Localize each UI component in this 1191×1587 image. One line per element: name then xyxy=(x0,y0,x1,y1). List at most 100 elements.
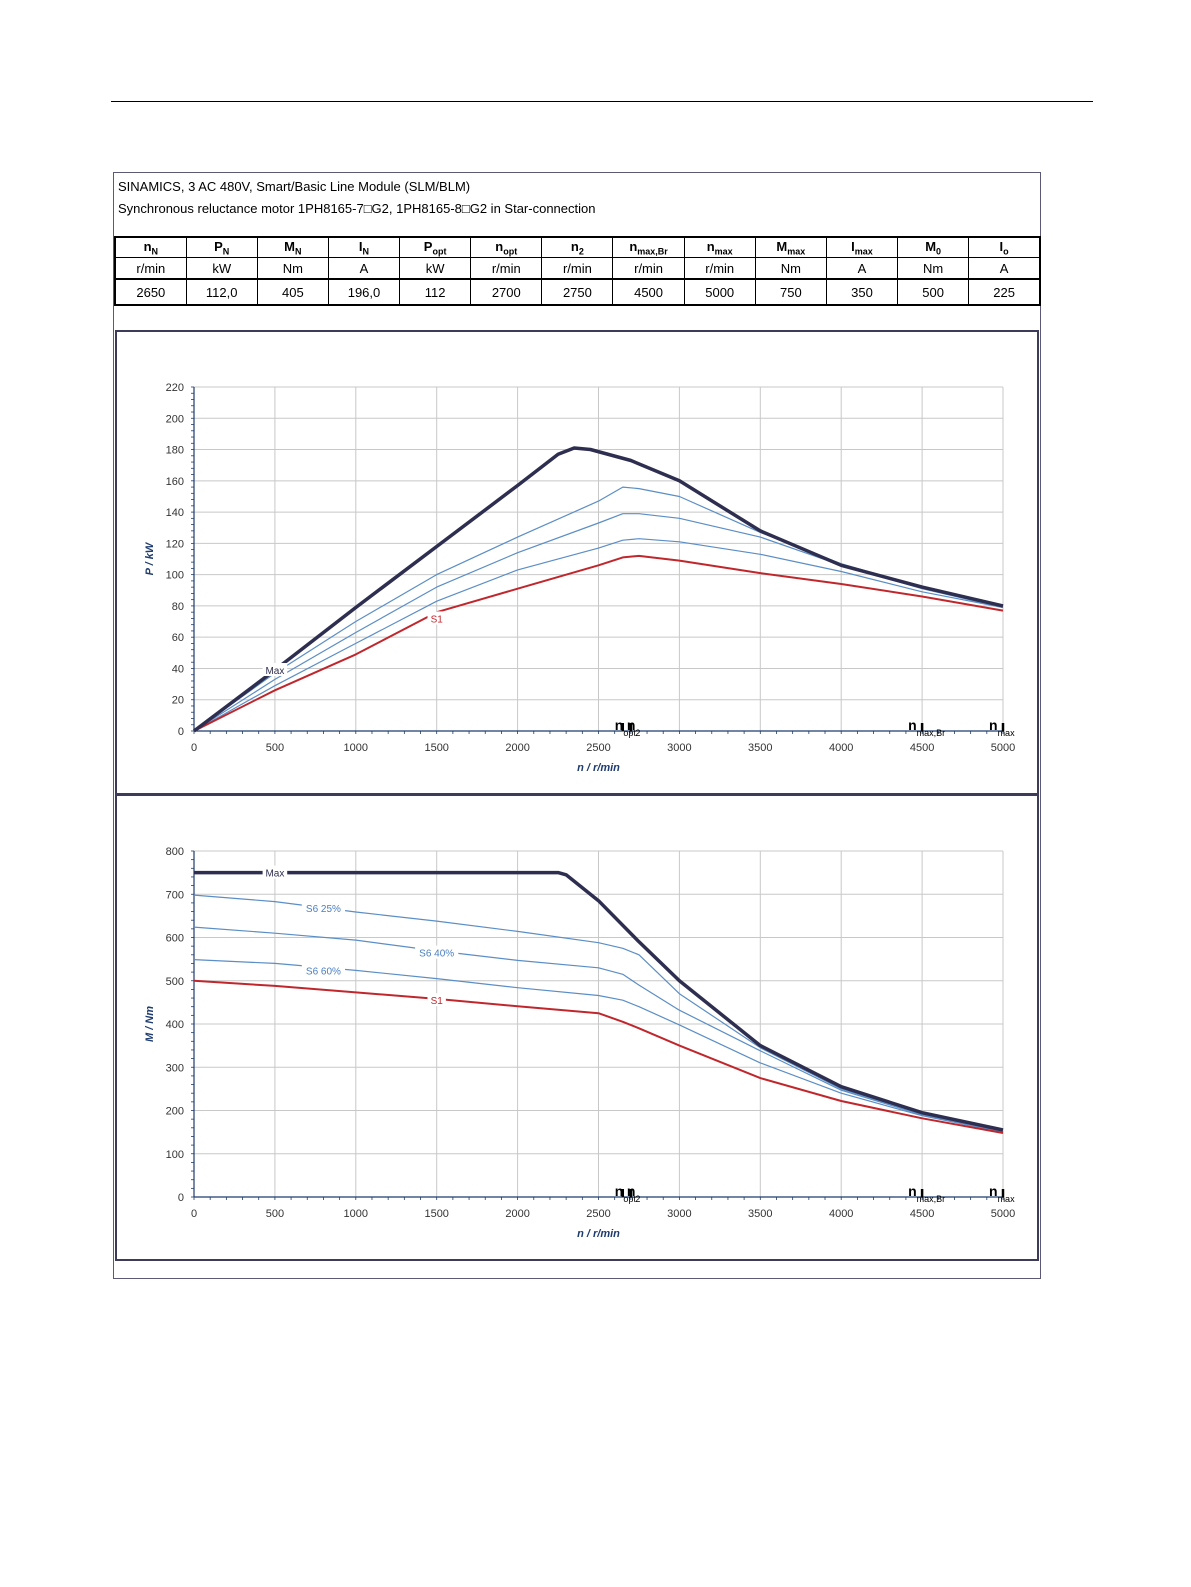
x-tick-label: 500 xyxy=(266,742,284,754)
spec-symbol-letter: M xyxy=(776,238,788,254)
speed-marker-label: nmax xyxy=(989,717,1015,738)
spec-unit: Nm xyxy=(754,257,827,280)
spec-symbol-letter: n xyxy=(706,238,715,254)
y-tick-label: 700 xyxy=(166,889,184,901)
spec-symbol: nopt xyxy=(470,236,543,258)
y-tick-label: 200 xyxy=(166,413,184,425)
x-tick-label: 3500 xyxy=(748,1208,772,1220)
x-tick-label: 2500 xyxy=(586,1208,610,1220)
spec-symbol-subscript: N xyxy=(295,246,302,257)
x-axis-title: n / r/min xyxy=(577,1228,620,1240)
series-line-s6-60- xyxy=(193,538,1004,732)
speed-marker-symbol: n xyxy=(989,1183,998,1199)
spec-symbol-subscript: N xyxy=(151,246,159,257)
spec-symbol-subscript: opt xyxy=(432,246,447,257)
spec-symbol-letter: I xyxy=(999,238,1004,254)
x-tick-label: 0 xyxy=(191,1208,197,1220)
power-chart-panel: 0 20 40 60 80 100 120 140 160 180 200 220 0 500 1000 15… xyxy=(115,330,1039,795)
speed-marker: nmax,Br xyxy=(908,717,945,738)
x-tick-label: 5000 xyxy=(991,1208,1015,1220)
speed-marker-symbol: n xyxy=(627,717,636,733)
spec-unit: A xyxy=(327,257,401,280)
x-axis-title: n / r/min xyxy=(577,762,620,774)
header-line-1: SINAMICS, 3 AC 480V, Smart/Basic Line Mo… xyxy=(118,179,471,194)
spec-unit: r/min xyxy=(683,257,756,280)
curve-label: S6 25% xyxy=(301,901,346,915)
curve-label-text: S1 xyxy=(431,614,444,625)
curve-label-background xyxy=(415,945,459,959)
curve-label-text: S6 60% xyxy=(306,966,341,977)
spec-unit: r/min xyxy=(541,257,614,280)
curve-label-background xyxy=(262,865,288,879)
speed-marker: nmax xyxy=(989,1183,1015,1204)
spec-symbol-letter: n xyxy=(143,238,152,254)
spec-symbol-letter: n xyxy=(570,238,579,254)
spec-symbol-subscript: max xyxy=(787,246,806,257)
speed-marker: nopt xyxy=(615,1183,637,1204)
series-line-s6-60- xyxy=(193,959,1004,1133)
speed-marker-subscript: opt xyxy=(623,1194,636,1204)
y-tick-label: 100 xyxy=(166,570,184,582)
speed-marker: nopt xyxy=(615,717,637,738)
speed-marker-symbol: n xyxy=(627,1183,636,1199)
y-tick-label: 300 xyxy=(166,1062,184,1074)
speed-marker: n2 xyxy=(627,717,641,738)
curve-label-text: S6 25% xyxy=(306,904,341,915)
series-line-max xyxy=(192,446,1004,733)
series-line-s1 xyxy=(193,979,1004,1134)
curve-label: S1 xyxy=(427,611,446,625)
spec-symbol: Io xyxy=(968,236,1042,258)
y-tick-label: 80 xyxy=(172,601,184,613)
y-tick-label: 500 xyxy=(166,976,184,988)
spec-symbol: Mmax xyxy=(754,236,827,258)
spec-table: nN PN MN IN Popt nopt n2 nmax,Br nmax Mmax Imax M0 I… xyxy=(113,236,1042,306)
spec-symbol: Imax xyxy=(825,236,899,258)
spec-symbol: IN xyxy=(327,236,401,258)
spec-unit: Nm xyxy=(897,257,970,280)
spec-symbol-letter: n xyxy=(495,238,504,254)
curve-label: Max xyxy=(262,865,288,880)
spec-symbol-subscript: o xyxy=(1003,246,1009,257)
torque-speed-chart: 0 100 200 300 400 500 600 700 800 0 500 1000 1500 200… xyxy=(144,846,1015,1240)
spec-symbol-subscript: max xyxy=(714,246,733,257)
spec-symbol-letter: M xyxy=(925,238,937,254)
y-tick-label: 100 xyxy=(166,1149,184,1161)
spec-unit: r/min xyxy=(612,257,685,280)
spec-symbol: nmax,Br xyxy=(612,236,685,258)
speed-marker: n2 xyxy=(627,1183,641,1204)
spec-symbol-letter: P xyxy=(214,238,223,254)
y-tick-label: 60 xyxy=(172,632,184,644)
speed-marker-label: nmax xyxy=(989,1183,1015,1204)
power-speed-chart: 0 20 40 60 80 100 120 140 160 180 200 220 0 500 1000 15… xyxy=(144,382,1015,774)
x-tick-label: 500 xyxy=(266,1208,284,1220)
y-tick-label: 220 xyxy=(166,382,184,394)
spec-symbol-letter: I xyxy=(851,238,855,254)
series-line-max xyxy=(194,870,1004,1132)
speed-marker-label: nmax,Br xyxy=(908,1183,945,1204)
x-tick-label: 1500 xyxy=(424,742,448,754)
x-tick-label: 0 xyxy=(191,742,197,754)
x-tick-label: 4500 xyxy=(910,742,934,754)
speed-marker-subscript: opt xyxy=(623,728,636,738)
speed-marker-subscript: max xyxy=(998,728,1016,738)
x-tick-label: 2500 xyxy=(586,742,610,754)
speed-marker-label: nopt xyxy=(615,1183,637,1204)
curve-label-text: S1 xyxy=(431,996,444,1007)
speed-marker-subscript: 2 xyxy=(635,1194,640,1204)
curve-label-background xyxy=(301,963,346,977)
spec-symbol-row: nN PN MN IN Popt nopt n2 nmax,Br nmax Mmax Imax M0 I… xyxy=(113,236,1042,258)
x-tick-label: 3500 xyxy=(748,742,772,754)
x-tick-label: 2000 xyxy=(505,742,529,754)
speed-marker-label: n2 xyxy=(627,1183,641,1204)
spec-symbol-subscript: N xyxy=(362,246,370,257)
x-tick-label: 1500 xyxy=(424,1208,448,1220)
y-tick-label: 200 xyxy=(166,1106,184,1118)
curve-label-text: S6 40% xyxy=(419,949,454,960)
spec-symbol-subscript: max,Br xyxy=(637,246,668,257)
speed-marker-subscript: max,Br xyxy=(917,1194,946,1204)
spec-unit: r/min xyxy=(113,257,187,280)
spec-value: 750 xyxy=(754,278,827,306)
series-line-s6-25- xyxy=(193,894,1004,1132)
curve-label-background xyxy=(427,611,446,625)
speed-marker-symbol: n xyxy=(908,1183,917,1199)
